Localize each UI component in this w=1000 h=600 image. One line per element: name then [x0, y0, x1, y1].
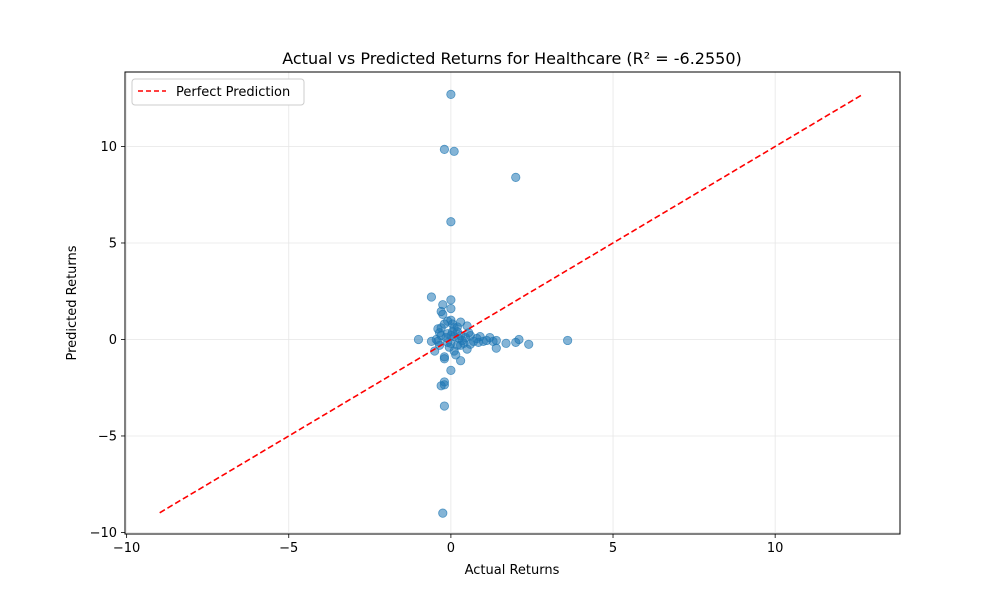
data-point	[446, 303, 456, 314]
y-tick-label: 0	[109, 333, 117, 348]
data-point	[413, 334, 424, 345]
data-point	[446, 365, 456, 375]
legend: Perfect Prediction	[131, 78, 305, 106]
data-point	[449, 331, 459, 342]
x-tick-label: 0	[447, 541, 455, 556]
x-tick-label: 5	[609, 541, 617, 556]
data-point	[426, 292, 437, 302]
data-point	[457, 335, 467, 346]
data-marks	[159, 89, 864, 518]
data-point	[447, 319, 458, 329]
data-point	[473, 337, 484, 347]
data-point	[456, 356, 466, 366]
data-point	[446, 89, 456, 99]
chart-title: Actual vs Predicted Returns for Healthca…	[282, 49, 742, 68]
y-tick-label: 10	[100, 140, 117, 155]
data-point	[439, 144, 450, 154]
data-point	[524, 339, 534, 349]
data-point	[446, 295, 456, 305]
data-point	[465, 339, 475, 349]
legend-label-perfect-prediction: Perfect Prediction	[176, 85, 290, 100]
x-tick-label: −10	[113, 541, 140, 556]
data-point	[439, 401, 450, 411]
data-point	[501, 338, 511, 348]
y-axis-label: Predicted Returns	[65, 245, 80, 360]
data-point	[439, 319, 450, 329]
data-point	[488, 336, 498, 347]
data-point	[434, 340, 445, 350]
x-axis: −10 −5 0 5 10	[113, 534, 784, 556]
data-point	[438, 309, 448, 319]
y-axis: −10 −5 0 5 10	[90, 140, 125, 541]
data-point	[449, 146, 459, 156]
x-axis-label: Actual Returns	[465, 563, 560, 578]
y-tick-label: 5	[109, 236, 117, 251]
perfect-prediction-line	[159, 93, 864, 514]
data-point	[563, 335, 573, 346]
data-point	[449, 346, 459, 356]
data-point	[511, 172, 521, 182]
plot-area-frame	[124, 71, 901, 535]
data-point	[438, 508, 448, 518]
x-tick-label: −5	[279, 541, 298, 556]
data-point	[436, 381, 446, 391]
y-tick-label: −5	[98, 429, 117, 444]
data-point	[514, 334, 524, 345]
x-tick-label: 10	[767, 541, 784, 556]
data-point	[446, 217, 456, 227]
legend-box	[131, 78, 305, 106]
y-tick-label: −10	[90, 526, 117, 541]
data-point	[439, 354, 450, 364]
